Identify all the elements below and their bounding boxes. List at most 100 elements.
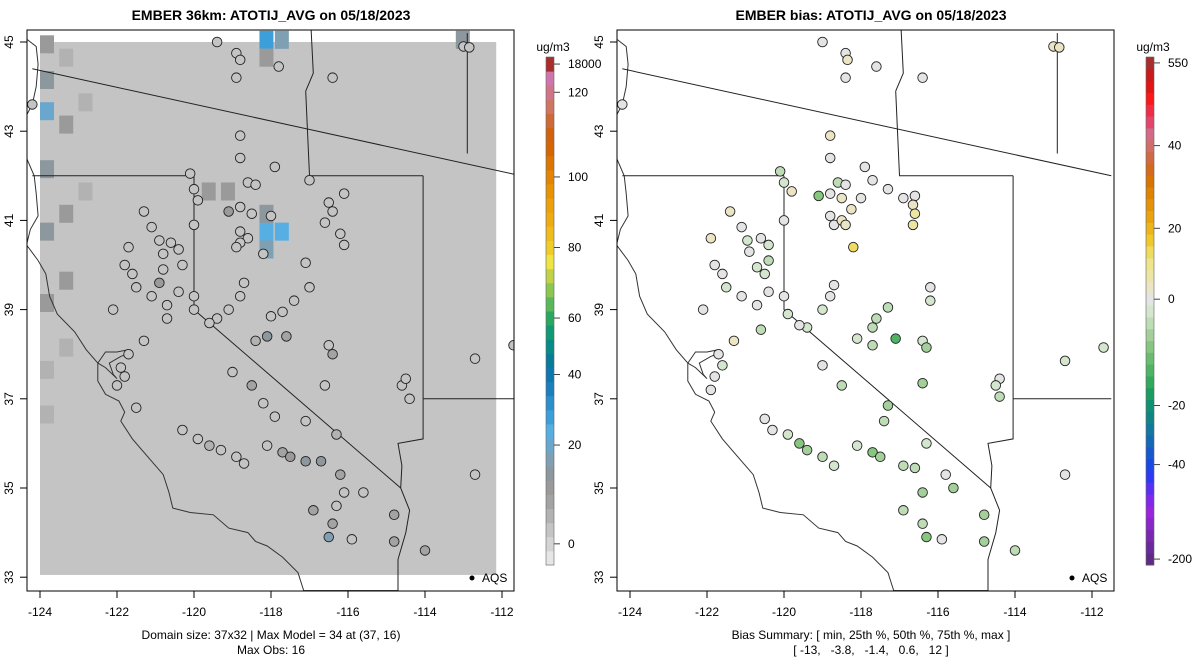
x-tick-label: -122	[105, 605, 129, 619]
x-tick-label: -116	[336, 605, 359, 619]
x-tick-label: -118	[259, 605, 282, 619]
grid-cell	[274, 222, 289, 241]
state-border	[895, 30, 904, 92]
x-tick-label: -124	[28, 605, 52, 619]
station-marker	[851, 440, 863, 451]
colorbar-swatch	[1146, 411, 1154, 424]
station-marker	[231, 72, 242, 83]
station-marker	[867, 175, 878, 186]
colorbar: 0 20 40 60 80 100 120 18000	[545, 56, 602, 566]
colorbar-swatch	[546, 536, 554, 552]
colorbar-tick-label: -40	[1168, 458, 1186, 472]
grid-cell	[40, 405, 54, 424]
aqs-marker-icon	[1069, 575, 1075, 581]
station-marker	[767, 424, 778, 436]
station-marker	[261, 440, 273, 451]
station-marker	[188, 183, 200, 195]
station-marker	[346, 534, 358, 545]
station-marker	[246, 380, 257, 391]
panel-title: EMBER bias: ATOTIJ_AVG on 05/18/2023	[735, 7, 1006, 23]
station-marker	[759, 413, 771, 425]
station-marker	[909, 462, 921, 474]
station-marker	[327, 348, 338, 360]
colorbar-swatch	[546, 198, 554, 213]
colorbar-swatch	[1146, 305, 1154, 318]
station-marker	[315, 455, 327, 467]
colorbar-swatch	[1146, 517, 1154, 531]
station-marker	[763, 255, 774, 266]
station-marker	[921, 531, 932, 543]
station-marker	[231, 451, 242, 463]
station-marker	[304, 282, 315, 293]
station-marker	[751, 261, 763, 273]
colorbar-tick-label: 40	[1168, 139, 1182, 153]
grid-cell	[40, 35, 54, 54]
station-marker	[161, 313, 173, 324]
x-tick-label: -112	[490, 605, 513, 619]
station-marker	[173, 286, 184, 298]
station-marker	[211, 36, 223, 48]
station-marker	[277, 306, 288, 318]
grid-cell	[78, 182, 93, 201]
colorbar-swatch	[1146, 541, 1154, 554]
colorbar-swatch	[546, 155, 554, 171]
station-marker	[794, 438, 805, 449]
station-marker	[204, 317, 215, 329]
station-marker	[188, 304, 200, 315]
grid-cell	[274, 30, 289, 49]
colorbar-swatch	[1146, 139, 1154, 153]
colorbar-swatch	[1146, 470, 1154, 483]
colorbar-tick-label: 0	[568, 537, 575, 551]
station-marker	[909, 208, 921, 219]
station-marker	[1059, 355, 1071, 367]
footer-domain-line: Domain size: 37x32 | Max Model = 34 at (…	[142, 628, 401, 642]
station-marker	[27, 99, 38, 110]
station-marker	[948, 482, 959, 494]
station-marker	[188, 219, 200, 231]
station-marker	[238, 277, 250, 289]
colorbar-tick-label: 0	[1168, 292, 1175, 306]
y-tick-label: 35	[2, 481, 16, 495]
station-marker	[817, 36, 828, 48]
station-marker	[319, 380, 331, 391]
station-marker	[177, 259, 188, 271]
colorbar-swatch	[1146, 375, 1154, 389]
colorbar-swatch	[546, 325, 554, 340]
colorbar-swatch	[1146, 234, 1154, 247]
station-marker	[327, 206, 338, 217]
y-tick-label: 37	[2, 392, 16, 406]
colorbar-swatch	[546, 508, 554, 524]
station-marker	[388, 509, 400, 521]
bay-outline	[97, 349, 134, 380]
colorbar-swatch	[1146, 423, 1154, 436]
station-marker	[277, 447, 288, 458]
colorbar-swatch	[1146, 387, 1154, 401]
colorbar-swatch	[546, 367, 554, 383]
station-marker	[824, 210, 836, 222]
station-marker	[778, 215, 790, 226]
station-marker	[898, 192, 909, 204]
station-marker	[978, 536, 990, 547]
footer-bias-values: [ -13, -3.8, -1.4, 0.6, 12 ]	[793, 643, 948, 657]
grid-cell	[78, 93, 93, 112]
colorbar-swatch	[1146, 494, 1154, 507]
grid-cell	[259, 30, 274, 49]
station-marker	[882, 183, 894, 195]
footer-bias-header: Bias Summary: [ min, 25th %, 50th %, 75t…	[732, 628, 1011, 642]
station-marker	[192, 433, 204, 445]
y-tick-label: 37	[592, 392, 606, 406]
station-marker	[828, 460, 840, 471]
station-marker	[338, 487, 350, 498]
station-marker	[127, 268, 138, 280]
state-border	[32, 68, 514, 175]
station-marker	[846, 203, 857, 215]
colorbar-swatch	[1146, 80, 1154, 93]
station-marker	[265, 311, 277, 322]
station-marker	[192, 195, 204, 206]
colorbar-swatch	[546, 254, 554, 270]
station-marker	[269, 161, 281, 173]
colorbar-swatch	[546, 311, 554, 326]
state-border	[305, 30, 314, 92]
y-tick-label: 41	[2, 213, 16, 227]
